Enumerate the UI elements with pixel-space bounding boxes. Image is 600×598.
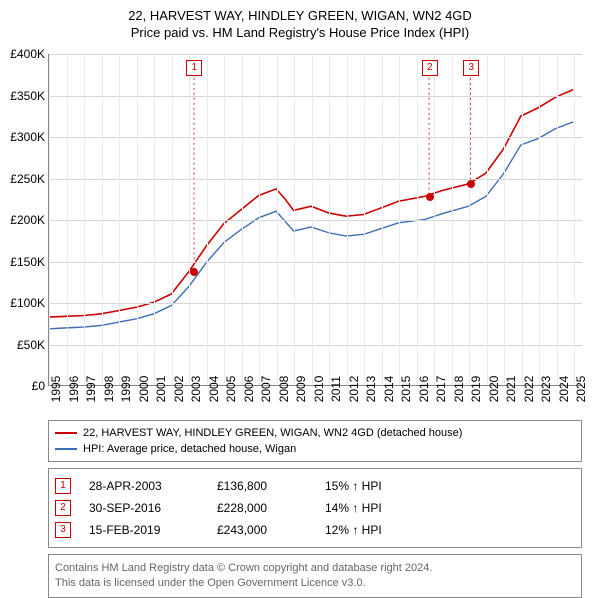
legend-label: HPI: Average price, detached house, Wiga… (83, 441, 296, 457)
legend-item: 22, HARVEST WAY, HINDLEY GREEN, WIGAN, W… (55, 425, 575, 441)
y-tick-label: £150K (10, 255, 45, 269)
event-pct: 14% ↑ HPI (325, 497, 435, 519)
legend-swatch (55, 432, 77, 434)
y-tick-label: £250K (10, 172, 45, 186)
event-row: 1 28-APR-2003 £136,800 15% ↑ HPI (55, 475, 575, 497)
event-pct: 12% ↑ HPI (325, 519, 435, 541)
event-row: 2 30-SEP-2016 £228,000 14% ↑ HPI (55, 497, 575, 519)
chart-marker-dot (190, 268, 198, 276)
x-axis-labels (48, 386, 582, 414)
event-date: 28-APR-2003 (89, 475, 199, 497)
event-marker-icon: 2 (55, 500, 71, 516)
chart-marker-label: 3 (463, 60, 479, 76)
chart-marker-label: 1 (186, 60, 202, 76)
event-date: 30-SEP-2016 (89, 497, 199, 519)
chart-area: £0£50K£100K£150K£200K£250K£300K£350K£400… (48, 54, 582, 414)
y-tick-label: £200K (10, 213, 45, 227)
event-price: £228,000 (217, 497, 307, 519)
legend-item: HPI: Average price, detached house, Wiga… (55, 441, 575, 457)
legend-swatch (55, 448, 77, 450)
chart-container: 22, HARVEST WAY, HINDLEY GREEN, WIGAN, W… (0, 0, 600, 598)
y-tick-label: £100K (10, 296, 45, 310)
event-pct: 15% ↑ HPI (325, 475, 435, 497)
legend: 22, HARVEST WAY, HINDLEY GREEN, WIGAN, W… (48, 420, 582, 462)
plot-region: £0£50K£100K£150K£200K£250K£300K£350K£400… (48, 54, 582, 386)
footnote-line: This data is licensed under the Open Gov… (55, 576, 575, 591)
event-row: 3 15-FEB-2019 £243,000 12% ↑ HPI (55, 519, 575, 541)
footnote: Contains HM Land Registry data © Crown c… (48, 554, 582, 598)
event-table: 1 28-APR-2003 £136,800 15% ↑ HPI 2 30-SE… (48, 468, 582, 548)
event-price: £243,000 (217, 519, 307, 541)
y-tick-label: £350K (10, 89, 45, 103)
y-tick-label: £0 (32, 379, 45, 393)
event-marker-icon: 1 (55, 478, 71, 494)
y-tick-label: £300K (10, 130, 45, 144)
chart-marker-dot (467, 180, 475, 188)
chart-marker-label: 2 (422, 60, 438, 76)
chart-marker-dot (426, 193, 434, 201)
legend-label: 22, HARVEST WAY, HINDLEY GREEN, WIGAN, W… (83, 425, 462, 441)
event-price: £136,800 (217, 475, 307, 497)
event-date: 15-FEB-2019 (89, 519, 199, 541)
y-tick-label: £400K (10, 47, 45, 61)
chart-subtitle: Price paid vs. HM Land Registry's House … (0, 25, 600, 40)
event-marker-icon: 3 (55, 522, 71, 538)
footnote-line: Contains HM Land Registry data © Crown c… (55, 561, 575, 576)
y-tick-label: £50K (17, 338, 45, 352)
chart-title: 22, HARVEST WAY, HINDLEY GREEN, WIGAN, W… (0, 8, 600, 23)
